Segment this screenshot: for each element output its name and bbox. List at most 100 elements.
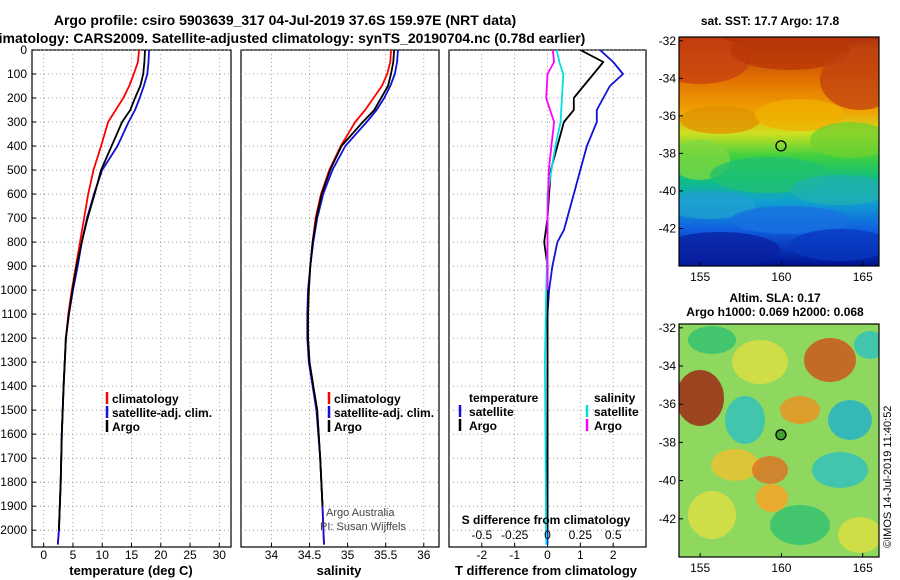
legend-argo-label: Argo	[334, 420, 362, 434]
salinity-grid	[241, 49, 439, 547]
sst-field	[679, 37, 879, 266]
series-line-argo	[307, 50, 395, 507]
imos-credit: ©IMOS 14-Jul-2019 11:40:52	[882, 406, 894, 548]
sst-map-title: sat. SST: 17.7 Argo: 17.8	[701, 14, 840, 28]
depth-tick-label: 1100	[1, 307, 27, 321]
legend-s-argo-label: Argo	[594, 419, 622, 433]
header-line-2: Climatology: CARS2009. Satellite-adjuste…	[0, 30, 585, 46]
x-tick-label: 20	[154, 548, 168, 562]
temperature-series	[56, 50, 150, 545]
map-y-tick-label: -32	[659, 321, 677, 335]
map-x-tick-label: 155	[690, 270, 710, 284]
legend-climatology-label: climatology	[334, 392, 401, 406]
legend-t-satellite-label: satellite	[469, 405, 514, 419]
depth-tick-label: 1400	[0, 379, 27, 393]
map-y-tick-label: -38	[659, 435, 677, 449]
sst-patch	[730, 37, 850, 70]
temperature-legend: climatology satellite-adj. clim. Argo	[105, 392, 212, 434]
map-x-tick-label: 160	[771, 561, 791, 575]
depth-tick-label: 1300	[0, 355, 27, 369]
sst-profile-location-marker	[775, 140, 787, 152]
legend-s-satellite-label: satellite	[594, 405, 639, 419]
sla-patch	[679, 370, 724, 426]
salinity-axis-ticks: 34 34.5 35 35.5 36	[265, 543, 431, 562]
sla-patch	[711, 449, 759, 481]
sla-patch	[838, 517, 879, 553]
s-difference-axis-ticks: -0.5 -0.25 0 0.25 0.5	[471, 528, 621, 542]
map-x-tick-label: 160	[771, 270, 791, 284]
sla-patch	[756, 484, 788, 512]
x-tick-label: 2	[610, 548, 617, 562]
depth-tick-label: 900	[7, 259, 27, 273]
sla-patch	[780, 396, 820, 424]
sst-patch	[679, 232, 780, 266]
difference-series	[543, 50, 624, 545]
map-x-tick-label: 165	[853, 561, 873, 575]
argo-australia-annotation: Argo Australia	[326, 507, 395, 519]
depth-tick-label: 1200	[0, 331, 27, 345]
depth-tick-label: 0	[20, 43, 27, 57]
sla-patch	[752, 456, 788, 484]
legend-satellite-label: satellite-adj. clim.	[334, 406, 434, 420]
depth-tick-label: 400	[7, 139, 27, 153]
figure-header: Argo profile: csiro 5903639_317 04-Jul-2…	[0, 12, 585, 46]
temperature-grid	[32, 49, 231, 547]
sst-patch	[810, 122, 879, 158]
s-tick-label: 0.25	[569, 528, 593, 542]
depth-tick-label: 300	[7, 115, 27, 129]
series-line-s-satellite	[544, 50, 565, 545]
sla-texture	[679, 326, 879, 553]
depth-tick-label: 1800	[0, 475, 27, 489]
depth-tick-label: 700	[7, 211, 27, 225]
sla-patch	[828, 400, 872, 440]
map-y-tick-label: -42	[659, 221, 677, 235]
sla-patch	[804, 338, 856, 382]
map-y-tick-label: -32	[659, 34, 677, 48]
sla-patch	[770, 505, 830, 545]
salinity-profile-panel: 34 34.5 35 35.5 36 salinity climatology sate…	[240, 49, 440, 578]
x-tick-label: 36	[417, 548, 431, 562]
x-tick-label: 15	[125, 548, 139, 562]
depth-tick-label: 600	[7, 187, 27, 201]
sla-field	[679, 324, 879, 557]
s-tick-label: 0.5	[605, 528, 622, 542]
sla-patch	[812, 452, 868, 488]
depth-tick-label: 1700	[0, 451, 27, 465]
x-tick-label: 0	[40, 548, 47, 562]
map-y-tick-label: -36	[659, 109, 677, 123]
map-x-tick-label: 165	[853, 270, 873, 284]
sla-patch	[725, 396, 765, 444]
map-y-tick-label: -40	[659, 184, 677, 198]
sla-map: Altim. SLA: 0.17 Argo h1000: 0.069 h2000…	[659, 291, 880, 575]
temperature-profile-panel: 0100200300400500600700800900100011001200…	[0, 43, 232, 578]
sst-patch	[790, 175, 879, 205]
depth-tick-label: 1500	[0, 403, 27, 417]
sla-patch	[732, 340, 788, 384]
x-tick-label: -2	[476, 548, 487, 562]
sla-map-title: Altim. SLA: 0.17	[729, 291, 821, 305]
sla-patch	[688, 491, 736, 539]
legend-t-argo-label: Argo	[469, 419, 497, 433]
depth-tick-label: 1000	[0, 283, 27, 297]
sst-patch	[755, 99, 845, 131]
sla-map-frame	[678, 323, 880, 558]
map-y-tick-label: -42	[659, 512, 677, 526]
x-tick-label: 25	[183, 548, 197, 562]
depth-tick-label: 1600	[0, 427, 27, 441]
depth-tick-label: 1900	[0, 499, 27, 513]
legend-argo-label: Argo	[112, 420, 140, 434]
sst-patch	[790, 229, 879, 261]
sst-texture	[679, 37, 879, 266]
legend-salinity-title: salinity	[594, 391, 636, 405]
x-tick-label: 1	[577, 548, 584, 562]
map-x-tick-label: 155	[690, 561, 710, 575]
sst-map: sat. SST: 17.7 Argo: 17.8 155 160 165 -32 -3…	[659, 14, 880, 284]
s-tick-label: 0	[544, 528, 551, 542]
depth-tick-label: 800	[7, 235, 27, 249]
depth-tick-label: 100	[7, 67, 27, 81]
temperature-x-label: temperature (deg C)	[69, 563, 193, 578]
sst-patch	[680, 106, 760, 134]
x-tick-label: 5	[70, 548, 77, 562]
legend-temperature-title: temperature	[469, 391, 539, 405]
series-line-t-satellite	[546, 50, 624, 545]
